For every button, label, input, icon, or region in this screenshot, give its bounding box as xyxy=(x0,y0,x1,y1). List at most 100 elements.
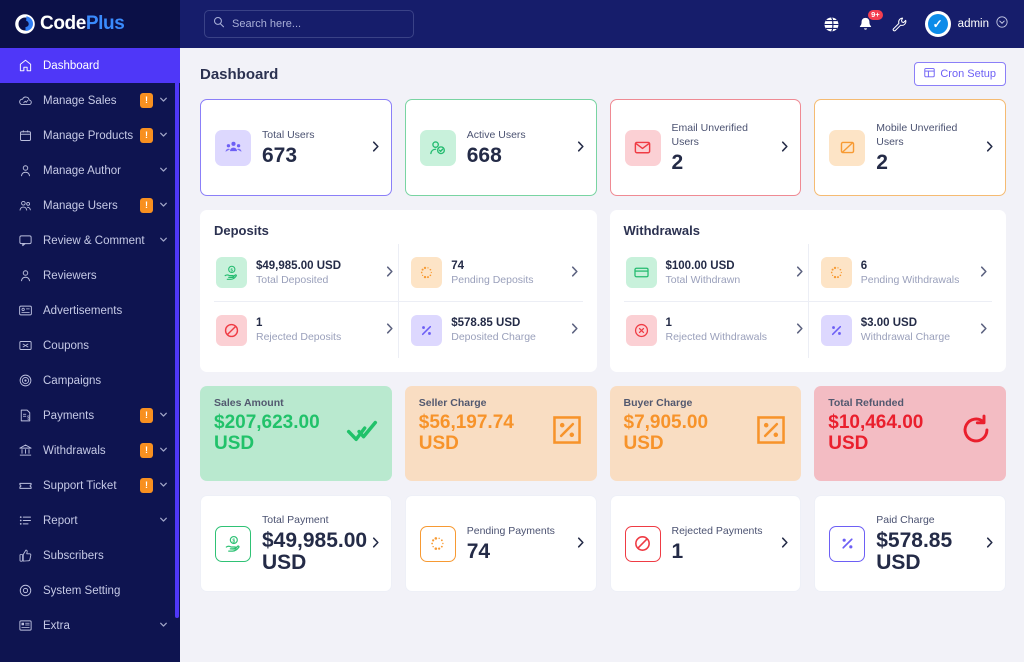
user-icon xyxy=(16,163,34,179)
sidebar-item-extra[interactable]: Extra xyxy=(0,608,180,643)
chevron-right-icon[interactable] xyxy=(780,536,789,552)
chevron-down-icon[interactable] xyxy=(158,619,170,633)
chevron-right-icon[interactable] xyxy=(570,265,579,281)
sidebar-item-badge: ! xyxy=(140,478,153,493)
chevron-right-icon[interactable] xyxy=(795,322,804,338)
chevron-right-icon[interactable] xyxy=(371,140,380,156)
globe-icon[interactable] xyxy=(823,15,841,33)
sidebar: CodePlus Dashboard Manage Sales! Manage Pr… xyxy=(0,0,180,662)
big-stat-card[interactable]: Seller Charge $56,197.74 USD xyxy=(404,386,597,481)
chevron-down-icon[interactable] xyxy=(158,444,170,458)
sidebar-item-reviewers[interactable]: Reviewers xyxy=(0,258,180,293)
refund-arrow-icon xyxy=(960,414,992,451)
sidebar-item-manage-products[interactable]: Manage Products! xyxy=(0,118,180,153)
avatar[interactable]: ✓ admin xyxy=(924,11,1008,37)
chevron-right-icon[interactable] xyxy=(371,536,380,552)
stat-body: Active Users 668 xyxy=(467,128,570,166)
chevron-right-icon[interactable] xyxy=(979,265,988,281)
stat-card[interactable]: $ Total Payment $49,985.00 USD xyxy=(200,495,392,592)
sidebar-item-system-setting[interactable]: System Setting xyxy=(0,573,180,608)
chevron-right-icon[interactable] xyxy=(985,140,994,156)
chevron-right-icon[interactable] xyxy=(385,265,394,281)
sidebar-item-advertisements[interactable]: Advertisements xyxy=(0,293,180,328)
chevron-right-icon[interactable] xyxy=(570,322,579,338)
sidebar-item-withdrawals[interactable]: Withdrawals! xyxy=(0,433,180,468)
sidebar-item-report[interactable]: Report xyxy=(0,503,180,538)
chevron-down-icon[interactable] xyxy=(158,94,170,108)
panel-cell[interactable]: 6 Pending Withdrawals xyxy=(807,244,992,301)
spinner-icon xyxy=(411,257,443,288)
chevron-right-icon[interactable] xyxy=(780,140,789,156)
chevron-down-icon[interactable] xyxy=(158,409,170,423)
chevron-right-icon[interactable] xyxy=(795,265,804,281)
user-icon xyxy=(16,268,34,284)
chevron-right-icon[interactable] xyxy=(985,536,994,552)
panel-cell-body: 1 Rejected Withdrawals xyxy=(666,316,791,344)
chevron-down-icon[interactable] xyxy=(158,514,170,528)
stat-value: 673 xyxy=(262,143,298,167)
sidebar-item-dashboard[interactable]: Dashboard xyxy=(0,48,180,83)
stat-body: Total Users 673 xyxy=(262,128,365,166)
brand-logo[interactable]: CodePlus xyxy=(0,0,180,48)
stat-card[interactable]: Pending Payments 74 xyxy=(404,495,597,592)
cron-setup-button[interactable]: Cron Setup xyxy=(914,62,1006,86)
stat-body: Pending Payments 74 xyxy=(467,524,570,562)
chevron-down-icon[interactable] xyxy=(158,129,170,143)
chevron-down-icon[interactable] xyxy=(158,234,170,248)
stat-card[interactable]: Total Users 673 xyxy=(200,99,392,196)
sidebar-item-payments[interactable]: $ Payments! xyxy=(0,398,180,433)
chevron-down-icon[interactable] xyxy=(158,199,170,213)
panel-cell-body: $100.00 USD Total Withdrawn xyxy=(666,259,791,287)
stat-label: Mobile Unverified Users xyxy=(876,122,958,149)
sidebar-scrollbar[interactable] xyxy=(175,48,179,618)
stat-label: Total Payment xyxy=(262,514,329,527)
stat-card[interactable]: Active Users 668 xyxy=(404,99,597,196)
sidebar-item-label: Manage Sales xyxy=(43,94,117,107)
chevron-right-icon[interactable] xyxy=(979,322,988,338)
panel-cell[interactable]: $100.00 USD Total Withdrawn xyxy=(624,244,808,301)
panel-cell[interactable]: $578.85 USD Deposited Charge xyxy=(398,301,583,358)
stat-card[interactable]: Mobile Unverified Users 2 xyxy=(814,99,1006,196)
sidebar-item-label: Payments xyxy=(43,409,95,422)
sidebar-item-manage-users[interactable]: Manage Users! xyxy=(0,188,180,223)
sidebar-item-review-comment[interactable]: Review & Comment xyxy=(0,223,180,258)
chevron-right-icon[interactable] xyxy=(576,140,585,156)
sidebar-item-label: Coupons xyxy=(43,339,90,352)
invoice-icon: $ xyxy=(16,408,34,424)
chevron-down-icon[interactable] xyxy=(158,479,170,493)
panel-cell-value: $49,985.00 USD xyxy=(256,259,342,272)
panel-cell[interactable]: 74 Pending Deposits xyxy=(398,244,582,301)
panel-cell-label: Pending Withdrawals xyxy=(860,273,960,286)
sidebar-item-subscribers[interactable]: Subscribers xyxy=(0,538,180,573)
chevron-down-icon[interactable] xyxy=(158,164,170,178)
big-stat-card[interactable]: Sales Amount $207,623.00 USD xyxy=(200,386,392,481)
chevron-right-icon[interactable] xyxy=(385,322,394,338)
stat-card[interactable]: Rejected Payments 1 xyxy=(609,495,802,592)
search-input[interactable]: Search here... xyxy=(204,10,414,38)
percent-box-icon xyxy=(755,414,787,451)
stat-card[interactable]: Email Unverified Users 2 xyxy=(609,99,802,196)
sidebar-item-support-ticket[interactable]: Support Ticket! xyxy=(0,468,180,503)
panel-cell-label: Rejected Deposits xyxy=(256,331,342,344)
big-stat-card[interactable]: Total Refunded $10,464.00 USD xyxy=(814,386,1006,481)
stat-card[interactable]: Paid Charge $578.85 USD xyxy=(814,495,1006,592)
ban-icon xyxy=(216,314,247,346)
chevron-down-icon[interactable] xyxy=(996,15,1008,33)
panel-cell[interactable]: $ $49,985.00 USD Total Deposited xyxy=(214,244,398,301)
withdrawals-grid: $100.00 USD Total Withdrawn 6 Pending Wi… xyxy=(623,244,992,358)
search-icon xyxy=(213,15,225,33)
sidebar-item-campaigns[interactable]: Campaigns xyxy=(0,363,180,398)
chevron-right-icon[interactable] xyxy=(576,536,585,552)
sidebar-item-badge: ! xyxy=(140,443,153,458)
deposits-grid: $ $49,985.00 USD Total Deposited 74 Pend… xyxy=(214,244,583,358)
wrench-icon[interactable] xyxy=(891,15,909,33)
bell-icon[interactable]: 9+ xyxy=(857,10,883,33)
big-stat-card[interactable]: Buyer Charge $7,905.00 USD xyxy=(609,386,802,481)
sidebar-item-manage-sales[interactable]: Manage Sales! xyxy=(0,83,180,118)
panel-cell[interactable]: 1 Rejected Withdrawals xyxy=(623,301,808,358)
panel-cell[interactable]: 1 Rejected Deposits xyxy=(214,301,399,358)
sidebar-item-manage-author[interactable]: Manage Author xyxy=(0,153,180,188)
panel-cell[interactable]: $3.00 USD Withdrawal Charge xyxy=(807,301,992,358)
sidebar-item-coupons[interactable]: Coupons xyxy=(0,328,180,363)
svg-text:$: $ xyxy=(232,538,235,544)
